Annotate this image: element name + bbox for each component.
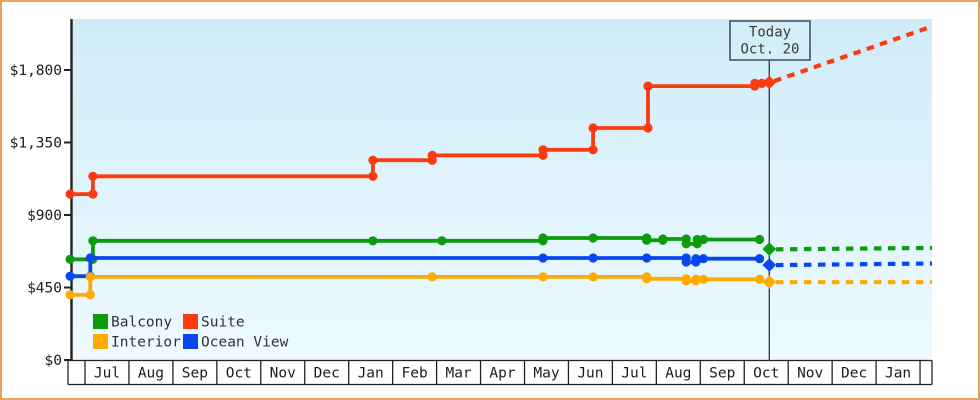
series-ocean-view-point xyxy=(681,257,691,267)
series-ocean-view-point xyxy=(642,253,652,263)
series-interior-point xyxy=(538,272,548,282)
legend-swatch-interior xyxy=(93,334,108,349)
series-ocean-view-point xyxy=(65,271,75,281)
month-label: Jul xyxy=(94,366,120,382)
series-balcony-point xyxy=(658,234,668,244)
series-suite-point xyxy=(65,189,75,199)
legend-label-suite: Suite xyxy=(201,315,245,331)
month-label: Dec xyxy=(841,366,867,382)
series-suite-point xyxy=(538,145,548,155)
legend-label-balcony: Balcony xyxy=(111,315,172,331)
series-balcony-projection xyxy=(775,245,932,252)
series-ocean-view-point xyxy=(698,254,709,264)
series-balcony-current-diamond xyxy=(762,242,777,256)
legend-swatch-balcony xyxy=(93,314,108,329)
legend-label-interior: Interior xyxy=(111,335,181,351)
month-label: Sep xyxy=(709,366,735,382)
month-label: Nov xyxy=(797,366,823,382)
y-axis-label: $900 xyxy=(27,208,62,224)
series-interior-point xyxy=(85,272,95,282)
today-label-line2: Oct. 20 xyxy=(740,42,799,58)
series-interior-point xyxy=(588,272,598,282)
series-balcony-point xyxy=(642,235,652,245)
month-label: Jul xyxy=(621,366,647,382)
series-suite-point xyxy=(588,145,598,155)
series-balcony-point xyxy=(88,236,98,246)
y-axis-label: $450 xyxy=(27,281,62,297)
month-label: Jun xyxy=(577,366,603,382)
series-interior-point xyxy=(755,274,765,284)
series-balcony-point xyxy=(588,233,598,243)
series-interior-point xyxy=(85,290,95,300)
series-balcony-point xyxy=(538,233,548,243)
series-interior-point xyxy=(427,272,437,282)
month-label: Apr xyxy=(489,366,515,382)
series-interior-point xyxy=(698,274,709,284)
series-suite-point xyxy=(88,171,98,181)
series-balcony-point xyxy=(681,239,691,249)
series-ocean-view-point xyxy=(588,253,598,263)
series-suite-point xyxy=(427,150,437,160)
series-ocean-view-point xyxy=(755,254,765,264)
series-balcony-point xyxy=(755,234,765,245)
series-ocean-view-projection xyxy=(775,261,932,268)
today-label-line1: Today xyxy=(749,25,791,41)
series-interior-point xyxy=(691,274,701,284)
series-suite-point xyxy=(643,81,653,91)
y-axis-label: $0 xyxy=(45,353,62,369)
y-axis-label: $1,800 xyxy=(10,63,62,79)
series-interior-point xyxy=(681,276,691,286)
series-ocean-view-point xyxy=(538,253,548,263)
series-suite-point xyxy=(368,155,378,165)
series-balcony-point xyxy=(65,254,75,264)
series-interior-current-diamond xyxy=(762,275,777,289)
month-label: Oct xyxy=(226,366,252,382)
month-label: Oct xyxy=(753,366,779,382)
series-ocean-view-current-diamond xyxy=(762,258,777,272)
month-label: Aug xyxy=(138,366,164,382)
series-suite-point xyxy=(88,189,98,199)
series-suite-point xyxy=(643,123,653,133)
month-label: Nov xyxy=(270,366,296,382)
legend-label-ocean-view: Ocean View xyxy=(201,335,289,351)
month-label: Mar xyxy=(445,366,471,382)
series-interior-point xyxy=(65,290,75,300)
series-ocean-view-point xyxy=(85,253,95,263)
y-axis-label: $1,350 xyxy=(10,136,62,152)
series-balcony-point xyxy=(437,236,447,246)
series-suite-point xyxy=(588,123,598,133)
series-interior-point xyxy=(642,274,652,284)
month-label: Feb xyxy=(402,366,428,382)
series-suite-current-diamond xyxy=(762,75,777,90)
month-label: Jan xyxy=(885,366,911,382)
series-ocean-view-point xyxy=(691,254,701,264)
month-label: Jan xyxy=(358,366,384,382)
month-label: Sep xyxy=(182,366,208,382)
legend-swatch-suite xyxy=(183,314,198,329)
series-suite-point xyxy=(368,171,378,181)
month-label: Dec xyxy=(314,366,340,382)
legend-swatch-ocean-view xyxy=(183,334,198,349)
today-label-box xyxy=(729,20,811,61)
series-suite-point xyxy=(750,78,760,88)
series-balcony-point xyxy=(368,236,378,246)
month-label: May xyxy=(533,366,559,382)
series-balcony-point xyxy=(698,234,709,245)
month-label: Aug xyxy=(665,366,691,382)
